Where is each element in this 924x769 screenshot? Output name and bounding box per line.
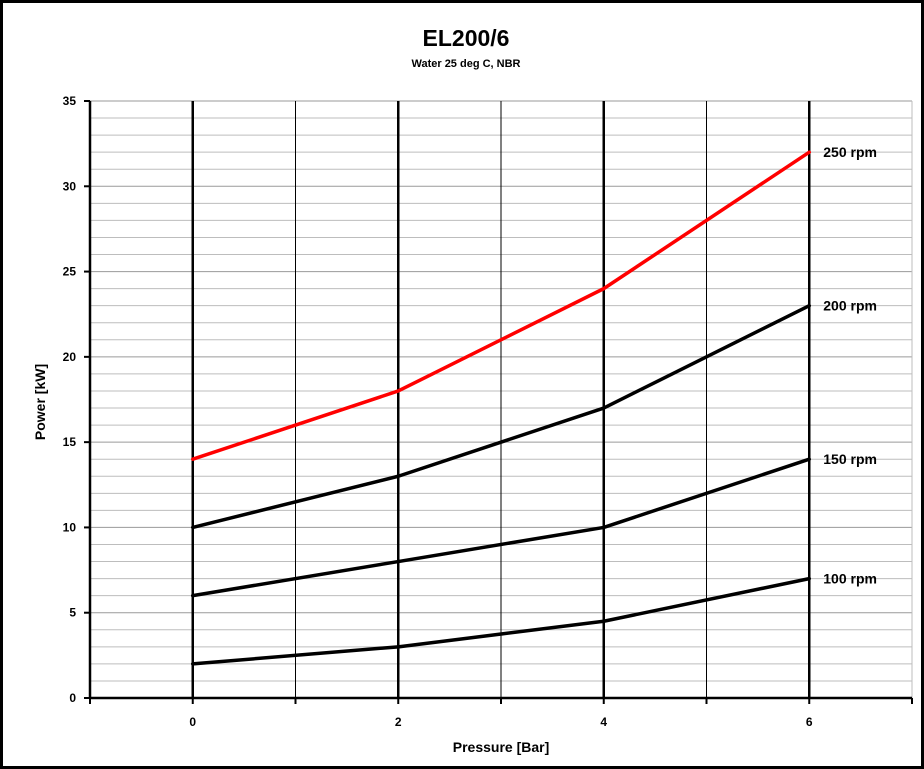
series-line-100-rpm — [191, 576, 811, 666]
y-axis-label: Power [kW] — [32, 364, 48, 440]
chart-title: EL200/6 — [423, 25, 510, 51]
grid — [90, 100, 913, 698]
y-tick-label: 10 — [63, 520, 77, 534]
x-tick-label: 4 — [600, 715, 607, 729]
y-tick-label: 15 — [63, 435, 77, 449]
y-tick-label: 30 — [63, 179, 77, 193]
series-line-200-rpm — [191, 303, 811, 530]
series-label-100-rpm: 100 rpm — [823, 571, 877, 587]
series-line-250-rpm — [191, 150, 811, 461]
chart-subtitle: Water 25 deg C, NBR — [411, 58, 520, 70]
series-label-250-rpm: 250 rpm — [823, 144, 877, 160]
x-tick-label: 0 — [189, 715, 196, 729]
series-label-200-rpm: 200 rpm — [823, 298, 877, 314]
axes — [84, 100, 913, 704]
y-tick-label: 20 — [63, 350, 77, 364]
x-axis-label: Pressure [Bar] — [453, 739, 550, 755]
x-tick-label: 2 — [395, 715, 402, 729]
x-tick-label: 6 — [806, 715, 813, 729]
series-label-150-rpm: 150 rpm — [823, 451, 877, 467]
y-tick-label: 5 — [69, 606, 76, 620]
y-tick-label: 0 — [69, 691, 76, 705]
tick-labels: 0 5 10 15 20 25 30 35 0 2 4 6 250 rpm 200 rpm 150 rpm 1… — [63, 94, 877, 729]
series-line-150-rpm — [191, 457, 811, 598]
y-tick-label: 35 — [63, 94, 77, 108]
y-tick-label: 25 — [63, 265, 77, 279]
series-lines — [191, 150, 811, 666]
